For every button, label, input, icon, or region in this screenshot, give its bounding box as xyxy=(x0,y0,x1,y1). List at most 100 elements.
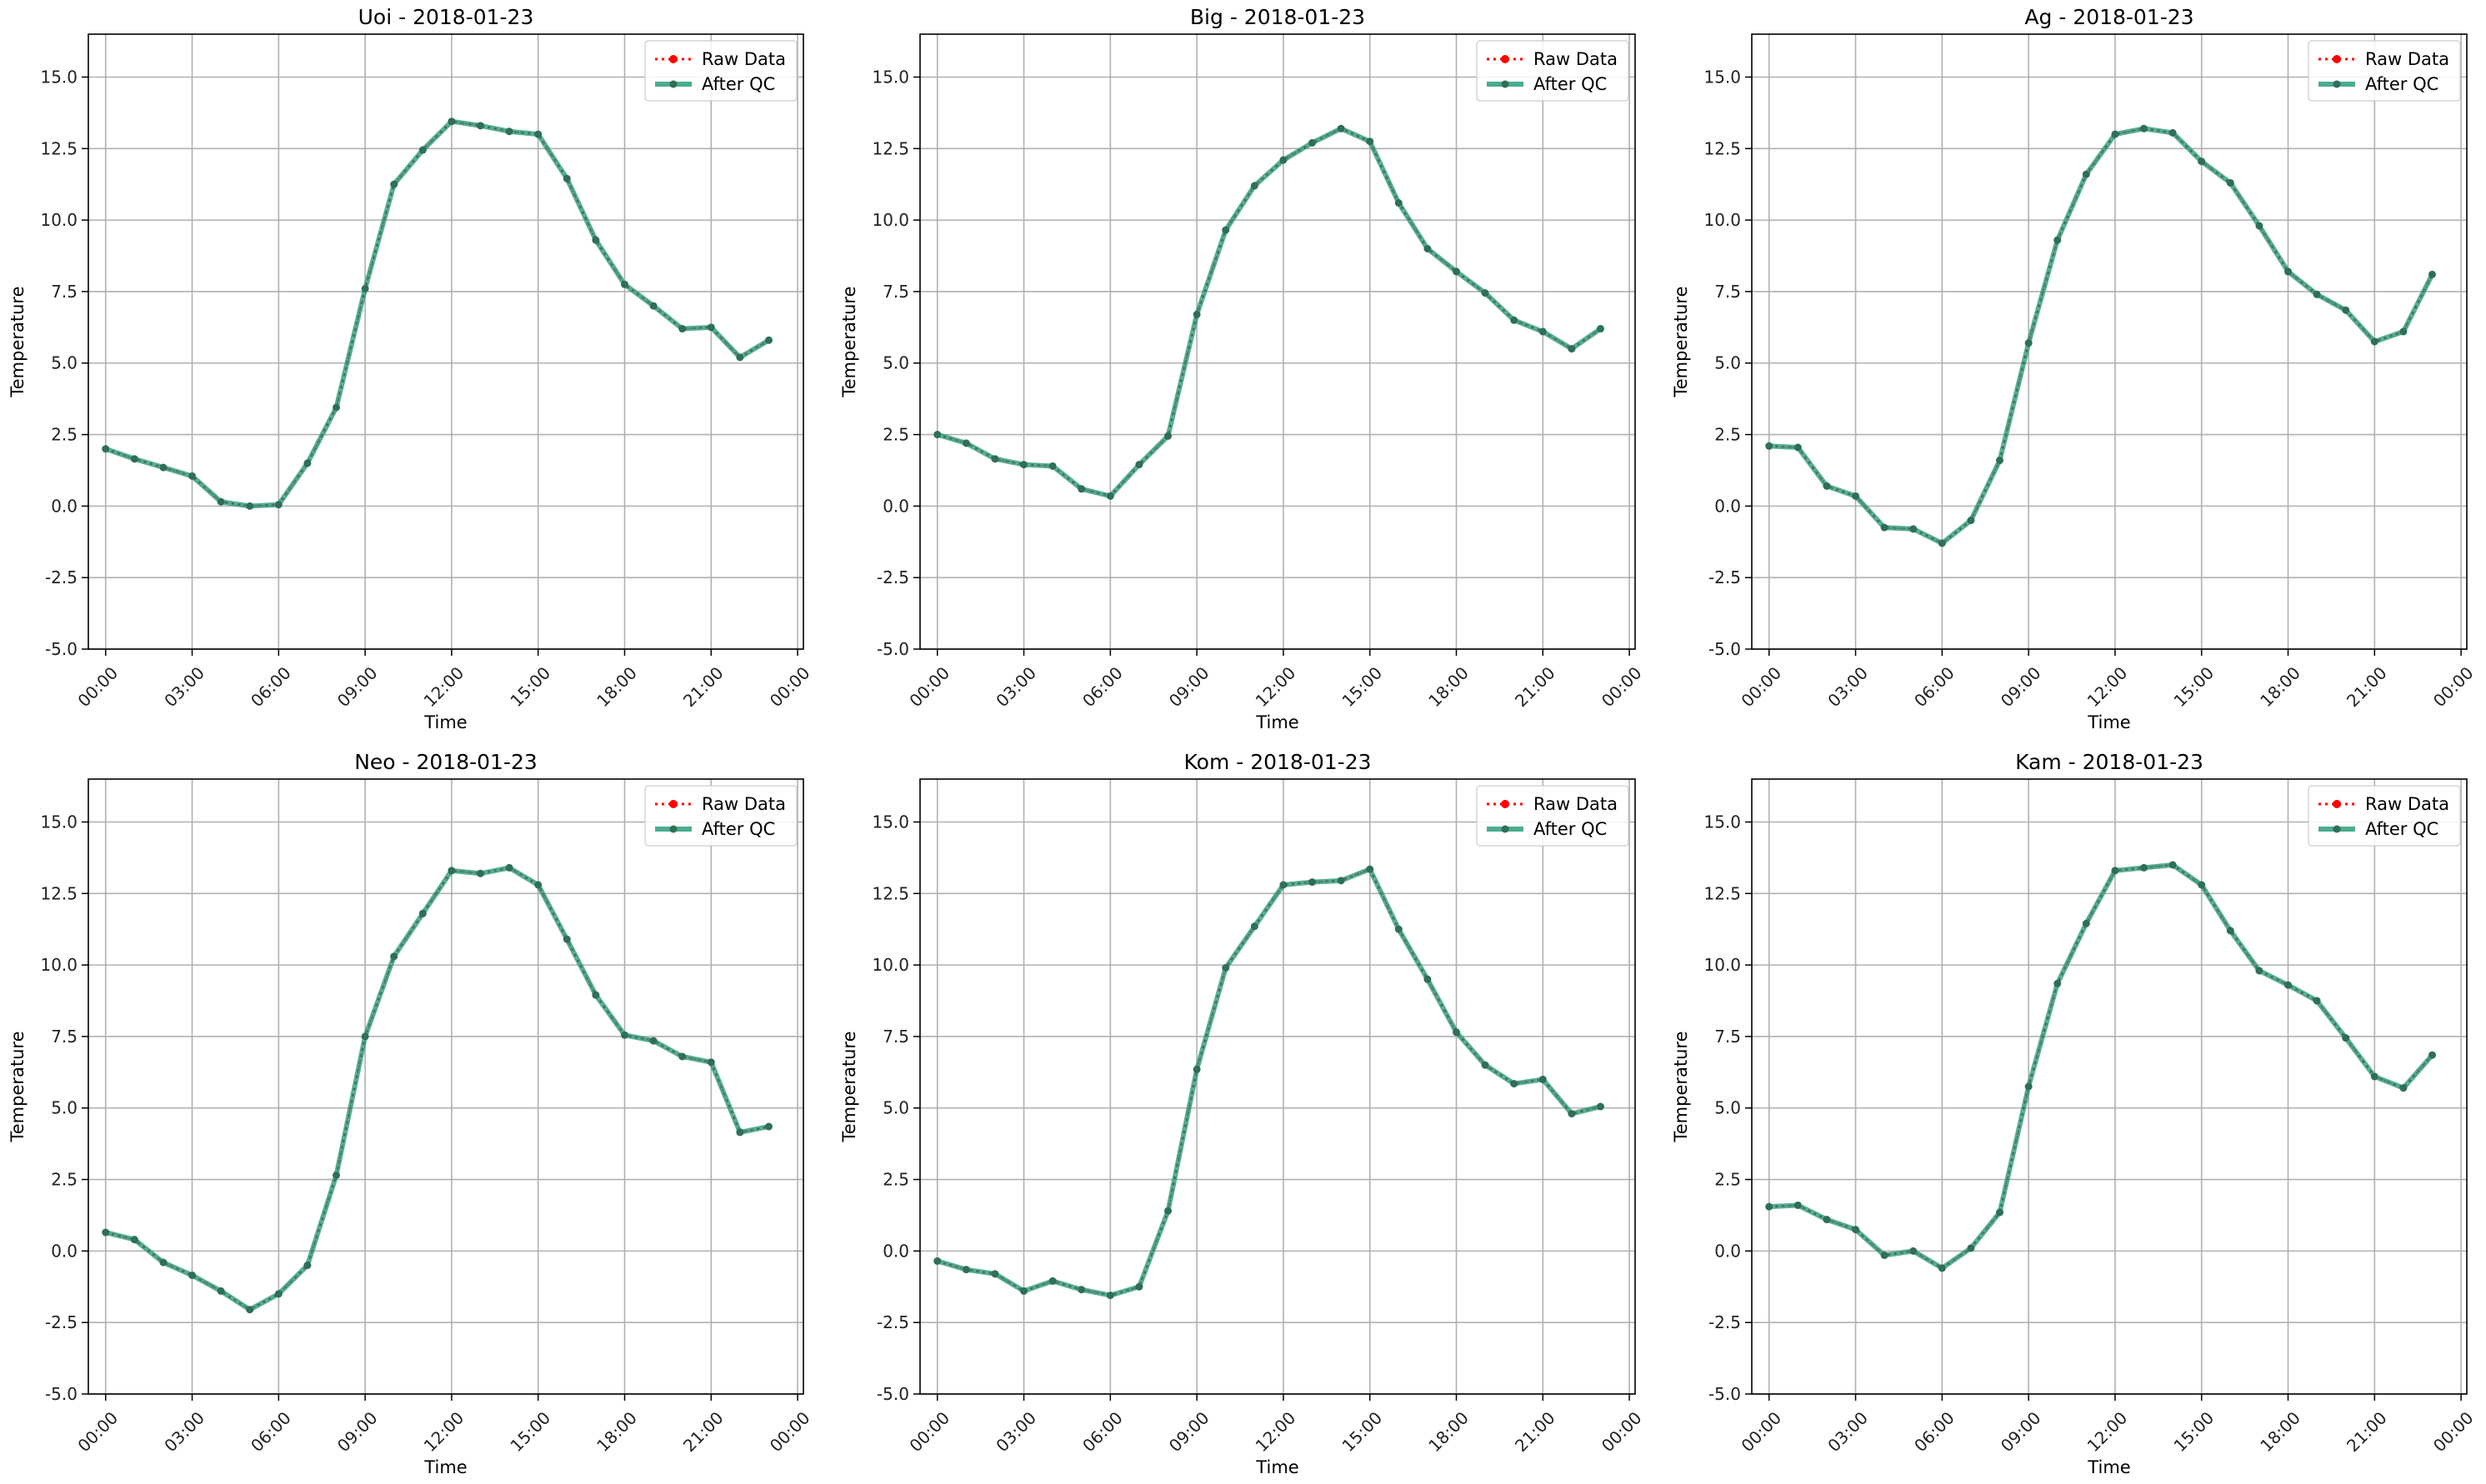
data-point xyxy=(2226,178,2234,187)
data-point xyxy=(1596,1102,1604,1111)
data-point xyxy=(1193,1065,1201,1073)
x-tick-label: 18:00 xyxy=(2256,662,2304,711)
legend-raw-label: Raw Data xyxy=(2365,794,2449,814)
y-tick-label: -5.0 xyxy=(1708,1384,1741,1404)
data-point xyxy=(2370,1072,2378,1081)
x-tick-label: 12:00 xyxy=(420,1407,468,1456)
data-point xyxy=(1765,442,1773,450)
data-point xyxy=(1823,1216,1831,1224)
y-tick-label: 10.0 xyxy=(1703,955,1741,975)
data-point xyxy=(1967,517,1975,525)
data-point xyxy=(2226,927,2234,935)
data-point xyxy=(649,302,658,310)
legend: Raw Data After QC xyxy=(2308,40,2461,102)
data-point xyxy=(1568,1110,1576,1118)
data-point xyxy=(390,952,398,961)
subplot-title: Big - 2018-01-23 xyxy=(1190,5,1365,29)
data-point xyxy=(1135,461,1143,469)
data-point xyxy=(1279,156,1288,164)
data-point xyxy=(130,455,138,463)
data-point xyxy=(1996,456,2004,464)
y-tick-label: 15.0 xyxy=(872,67,909,87)
raw-data-line xyxy=(1768,127,2433,545)
data-point xyxy=(2053,979,2062,987)
x-axis-label: Time xyxy=(1255,712,1298,732)
after-qc-line xyxy=(105,865,770,1312)
after-qc-line xyxy=(936,867,1602,1298)
legend-raw-label: Raw Data xyxy=(702,794,786,814)
x-tick-label: 12:00 xyxy=(1252,662,1300,711)
legend-qc-marker xyxy=(2333,825,2341,833)
data-point xyxy=(2399,327,2408,336)
x-tick-label: 00:00 xyxy=(905,662,953,711)
y-tick-label: 2.5 xyxy=(51,1170,78,1190)
y-tick-label: 15.0 xyxy=(1703,812,1741,832)
data-point xyxy=(991,1270,999,1278)
data-point xyxy=(1279,881,1288,889)
y-tick-label: 0.0 xyxy=(883,496,909,516)
data-point xyxy=(418,146,427,154)
x-tick-label: 15:00 xyxy=(2169,1407,2218,1456)
legend-qc-marker xyxy=(669,80,678,88)
data-point xyxy=(1020,1287,1028,1295)
data-point xyxy=(2024,1082,2033,1091)
y-tick-label: 7.5 xyxy=(51,282,78,302)
data-point xyxy=(303,1262,312,1270)
x-tick-label: 12:00 xyxy=(420,662,468,711)
y-tick-label: -2.5 xyxy=(45,1312,78,1332)
data-point xyxy=(1510,316,1518,324)
legend-qc-marker xyxy=(669,825,678,833)
data-point xyxy=(736,1128,744,1137)
data-point xyxy=(1423,975,1432,983)
raw-overlay-line xyxy=(937,868,1601,1297)
data-point xyxy=(1337,124,1345,132)
y-tick-label: 0.0 xyxy=(1714,496,1741,516)
subplot-title: Uoi - 2018-01-23 xyxy=(358,5,534,29)
y-tick-label: 10.0 xyxy=(872,955,909,975)
legend-raw-label: Raw Data xyxy=(1533,49,1618,69)
x-tick-label: 18:00 xyxy=(1424,1407,1473,1456)
data-point xyxy=(159,463,168,472)
y-tick-label: -2.5 xyxy=(1708,567,1741,587)
legend: Raw Data After QC xyxy=(644,785,798,847)
x-tick-label: 03:00 xyxy=(1823,1407,1872,1456)
x-tick-label: 00:00 xyxy=(2429,662,2478,711)
x-tick-label: 06:00 xyxy=(1078,662,1127,711)
legend-raw-label: Raw Data xyxy=(2365,49,2449,69)
data-point xyxy=(505,863,513,872)
x-tick-label: 06:00 xyxy=(1078,1407,1127,1456)
raw-overlay-line xyxy=(1768,864,2433,1269)
raw-overlay-line xyxy=(105,120,769,507)
x-tick-label: 00:00 xyxy=(73,662,122,711)
x-tick-label: 21:00 xyxy=(1511,662,1559,711)
data-point xyxy=(534,881,543,889)
data-point xyxy=(1793,443,1802,452)
data-point xyxy=(274,501,283,509)
subplot-6: Kam - 2018-01-23 -5.0 -2.5 0.0 2.5 5.0 7.5 10.0… xyxy=(1671,750,2478,1477)
data-point xyxy=(448,867,456,875)
data-point xyxy=(1852,492,1860,500)
data-point xyxy=(621,1031,628,1039)
data-point xyxy=(1193,310,1201,318)
subplot-5: Kom - 2018-01-23 -5.0 -2.5 0.0 2.5 5.0 7.5 10.0… xyxy=(839,750,1646,1477)
data-point xyxy=(1996,1208,2004,1217)
data-point xyxy=(563,935,571,943)
data-point xyxy=(707,1058,715,1067)
data-point xyxy=(1106,1292,1114,1300)
data-point xyxy=(1481,1061,1489,1069)
data-point xyxy=(246,502,254,510)
data-point xyxy=(1135,1282,1143,1291)
x-tick-label: 15:00 xyxy=(506,1407,554,1456)
plot-frame xyxy=(88,33,804,650)
data-point xyxy=(2313,290,2321,298)
x-tick-label: 21:00 xyxy=(2343,1407,2391,1456)
y-tick-label: 2.5 xyxy=(883,425,909,445)
y-tick-label: 5.0 xyxy=(883,1098,909,1118)
data-point xyxy=(1106,492,1114,500)
data-point xyxy=(1765,1202,1773,1211)
legend-raw-marker xyxy=(669,55,678,63)
y-axis-label: Temperature xyxy=(839,1031,859,1142)
y-tick-label: -2.5 xyxy=(877,1312,909,1332)
data-point xyxy=(1453,1028,1460,1037)
legend-qc-label: After QC xyxy=(1533,74,1607,94)
